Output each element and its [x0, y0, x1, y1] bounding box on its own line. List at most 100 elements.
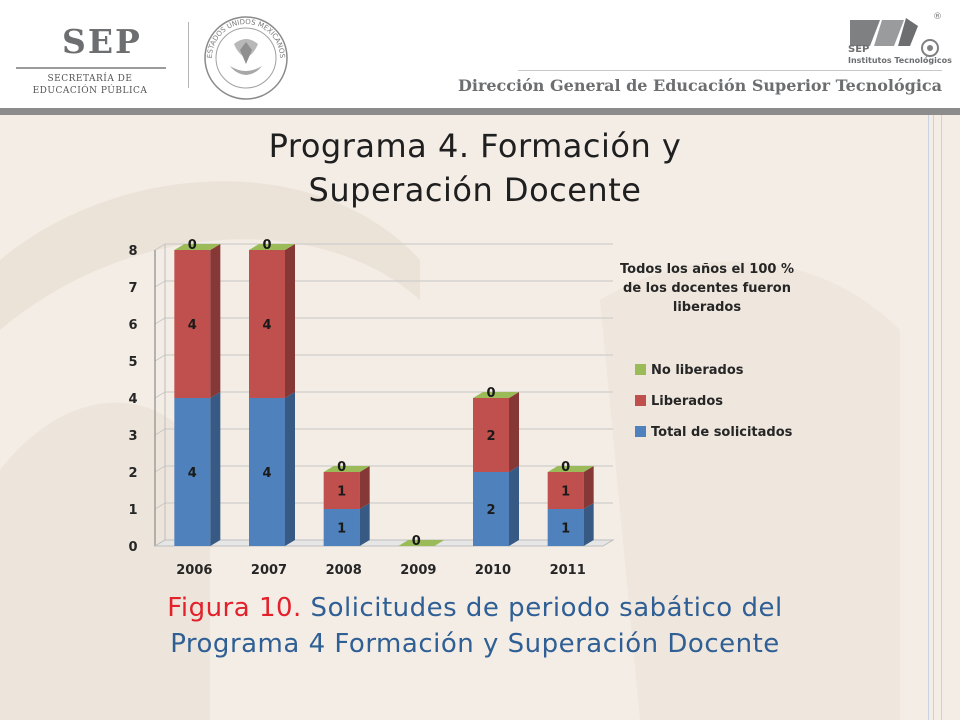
x-tick-label: 2009: [400, 563, 436, 578]
figure-caption: Figura 10. Solicitudes de periodo sabáti…: [0, 590, 950, 662]
data-label: 4: [262, 318, 271, 333]
gridline-side: [154, 428, 166, 436]
x-tick-label: 2007: [251, 563, 287, 578]
bar-side: [210, 244, 221, 398]
gridline-side: [154, 354, 166, 362]
bar-side: [583, 466, 594, 509]
dgest-rule: [518, 70, 942, 71]
slide-title-line1: Programa 4. Formación y: [268, 127, 682, 165]
data-label: 4: [262, 466, 271, 481]
registered-mark: ®: [933, 12, 942, 22]
chart-annotation-line: liberados: [673, 300, 741, 315]
gridline-side: [154, 243, 166, 251]
chart-annotation-line: Todos los años el 100 %: [620, 262, 794, 277]
y-tick-label: 3: [128, 429, 137, 444]
caption-line1: Figura 10. Solicitudes de periodo sabáti…: [0, 590, 950, 626]
caption-line2: Programa 4 Formación y Superación Docent…: [170, 629, 780, 659]
y-tick-label: 4: [128, 392, 137, 407]
ti-logo-subtitle: Institutos Tecnológicos: [848, 56, 952, 65]
legend-label: No liberados: [651, 363, 744, 378]
bar-no-liberados-cap: [249, 244, 295, 250]
bar-liberados: [249, 250, 285, 398]
x-tick-label: 2011: [550, 563, 586, 578]
sep-logo-line1: SECRETARÍA DE: [47, 74, 133, 84]
data-label: 0: [486, 386, 495, 401]
mexico-seal-icon: ESTADOS UNIDOS MEXICANOS: [204, 16, 288, 100]
sep-logo-rule: [16, 67, 166, 69]
data-label: 2: [486, 503, 495, 518]
x-tick-label: 2008: [326, 563, 362, 578]
legend-swatch: [635, 395, 646, 406]
right-decorative-lines: [928, 115, 944, 720]
data-label: 0: [262, 238, 271, 253]
data-label: 2: [486, 429, 495, 444]
y-tick-label: 1: [128, 503, 137, 518]
gridline-side: [154, 502, 166, 510]
x-tick-label: 2006: [176, 563, 212, 578]
bar-total-de-solicitados: [174, 398, 211, 546]
header: SEP SECRETARÍA DE EDUCACIÓN PÚBLICA ESTA…: [0, 0, 960, 108]
ti-logo-sep: SEP: [848, 44, 870, 55]
bar-total-de-solicitados: [473, 472, 509, 546]
legend-label: Total de solicitados: [651, 425, 793, 440]
data-label: 0: [188, 238, 197, 253]
bar-side: [359, 503, 370, 546]
data-label: 0: [561, 460, 570, 475]
bar-total-de-solicitados: [249, 398, 285, 546]
data-label: 1: [561, 485, 570, 500]
bar-total-de-solicitados: [323, 509, 360, 546]
gridline-side: [154, 280, 166, 288]
legend-label: Liberados: [651, 394, 723, 409]
bar-side: [509, 466, 519, 546]
bar-side: [509, 392, 519, 472]
slide-title: Programa 4. Formación y Superación Docen…: [0, 124, 950, 212]
chart: 0 1 2 3 4 5 6 7 8 4 4 0 2006 4 4 0 2007 1 1 0 2008 0 2009 2 2 0 20…: [115, 236, 825, 588]
bar-no-liberados-cap: [473, 392, 519, 398]
y-tick-label: 7: [128, 281, 137, 296]
caption-line1-text: Solicitudes de periodo sabático del: [301, 593, 783, 623]
bar-side: [359, 466, 370, 509]
data-label: 4: [188, 466, 197, 481]
y-tick-label: 0: [128, 540, 137, 555]
slide-title-line2: Superación Docente: [308, 171, 642, 209]
bar-no-liberados-cap: [398, 540, 445, 546]
data-label: 1: [337, 485, 346, 500]
legend-swatch: [635, 364, 646, 375]
institutos-tecnologicos-logo-icon: [850, 18, 939, 57]
data-label: 1: [337, 522, 346, 537]
bar-liberados: [174, 250, 211, 398]
gridline-side: [154, 317, 166, 325]
data-label: 1: [561, 522, 570, 537]
sep-logo: SEP SECRETARÍA DE EDUCACIÓN PÚBLICA: [10, 22, 170, 102]
header-bar: [0, 108, 960, 115]
y-tick-label: 2: [128, 466, 137, 481]
data-label: 0: [337, 460, 346, 475]
data-label: 0: [412, 534, 421, 549]
gridline-side: [154, 391, 166, 399]
x-tick-label: 2010: [475, 563, 511, 578]
chart-annotation-line: de los docentes fueron: [623, 281, 791, 296]
bar-total-de-solicitados: [547, 509, 584, 546]
bar-side: [210, 392, 221, 546]
header-divider: [188, 22, 189, 88]
data-label: 4: [188, 318, 197, 333]
bar-side: [285, 244, 295, 398]
chart-floor: [153, 539, 615, 547]
y-tick-label: 8: [128, 244, 137, 259]
bar-side: [285, 392, 295, 546]
bar-liberados: [547, 472, 584, 509]
legend-swatch: [635, 426, 646, 437]
dgest-title: Dirección General de Educación Superior …: [457, 76, 942, 95]
sep-logo-line2: EDUCACIÓN PÚBLICA: [32, 86, 148, 96]
gridline-side: [154, 465, 166, 473]
bar-no-liberados-cap: [547, 466, 594, 472]
bar-liberados: [323, 472, 360, 509]
bar-side: [583, 503, 594, 546]
bar-liberados: [473, 398, 509, 472]
stacked-bar-chart: 0 1 2 3 4 5 6 7 8 4 4 0 2006 4 4 0 2007 1 1 0 2008 0 2009 2 2 0 20…: [128, 238, 794, 578]
y-tick-label: 6: [128, 318, 137, 333]
sep-logo-word: SEP: [62, 22, 142, 61]
bar-no-liberados-cap: [174, 244, 221, 250]
caption-figure-label: Figura 10.: [167, 593, 302, 623]
